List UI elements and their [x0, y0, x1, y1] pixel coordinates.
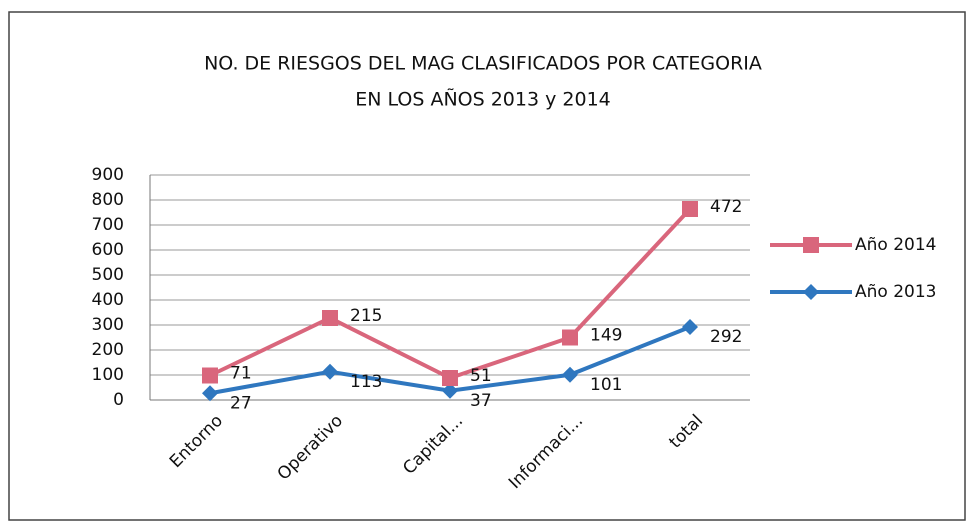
data-label: 472: [710, 197, 742, 217]
data-label: 37: [470, 391, 492, 411]
marker: [442, 370, 458, 386]
legend-marker: [803, 237, 819, 253]
series-line: [209, 207, 692, 381]
marker: [442, 382, 458, 399]
y-tick-label: 700: [92, 215, 124, 235]
chart-title: NO. DE RIESGOS DEL MAG CLASIFICADOS POR …: [204, 53, 762, 75]
marker: [562, 329, 578, 346]
marker: [682, 201, 698, 217]
data-label: 101: [590, 375, 622, 395]
y-tick-label: 200: [92, 340, 124, 360]
x-tick-label: Entorno: [166, 411, 227, 472]
marker: [202, 385, 218, 402]
marker: [322, 310, 338, 326]
y-tick-label: 300: [92, 315, 124, 335]
chart-title: EN LOS AÑOS 2013 y 2014: [355, 88, 611, 111]
marker: [682, 319, 698, 335]
y-tick-label: 900: [92, 165, 124, 185]
data-label: 51: [470, 366, 492, 386]
legend-marker: [803, 284, 819, 300]
data-label: 71: [230, 364, 252, 384]
marker: [322, 363, 338, 380]
data-label: 113: [350, 372, 382, 392]
marker: [562, 366, 578, 383]
data-label: 27: [230, 393, 252, 413]
legend-label: Año 2014: [855, 235, 936, 255]
data-label: 149: [590, 326, 622, 346]
y-tick-label: 100: [92, 365, 124, 385]
chart-frame: [8, 11, 966, 521]
x-tick-label: Capital...: [399, 411, 467, 479]
y-tick-label: 0: [113, 390, 124, 410]
legend-label: Año 2013: [855, 282, 936, 302]
y-tick-label: 500: [92, 265, 124, 285]
x-tick-label: total: [665, 411, 707, 453]
data-label: 215: [350, 306, 382, 326]
y-tick-label: 400: [92, 290, 124, 310]
marker: [202, 367, 218, 384]
y-tick-label: 600: [92, 240, 124, 260]
data-label: 292: [710, 327, 742, 347]
x-tick-label: Informaci...: [505, 411, 587, 493]
x-tick-label: Operativo: [274, 411, 347, 484]
y-tick-label: 800: [92, 190, 124, 210]
